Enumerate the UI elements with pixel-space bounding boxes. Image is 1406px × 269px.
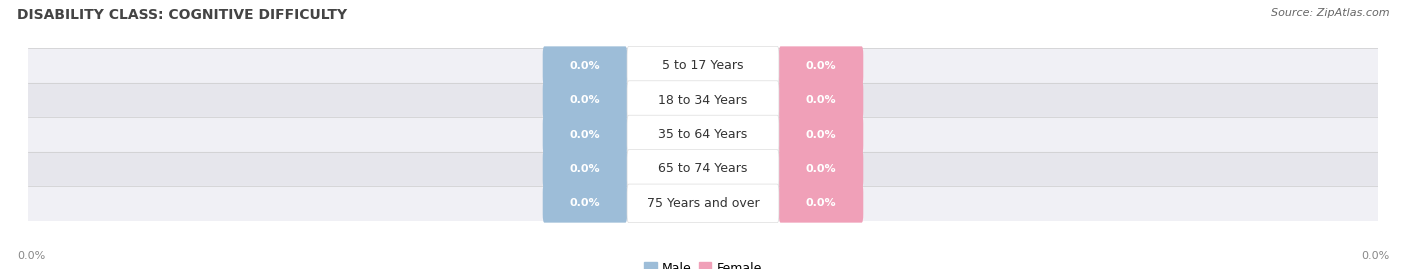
Text: 0.0%: 0.0%: [569, 61, 600, 71]
Bar: [28, 48, 1378, 83]
Text: 0.0%: 0.0%: [569, 129, 600, 140]
FancyBboxPatch shape: [627, 81, 779, 119]
Text: DISABILITY CLASS: COGNITIVE DIFFICULTY: DISABILITY CLASS: COGNITIVE DIFFICULTY: [17, 8, 347, 22]
FancyBboxPatch shape: [779, 184, 863, 223]
FancyBboxPatch shape: [779, 46, 863, 85]
FancyBboxPatch shape: [779, 115, 863, 154]
Text: 0.0%: 0.0%: [1361, 251, 1389, 261]
Bar: [28, 186, 1378, 221]
FancyBboxPatch shape: [543, 115, 627, 154]
Text: 0.0%: 0.0%: [806, 95, 837, 105]
Text: 35 to 64 Years: 35 to 64 Years: [658, 128, 748, 141]
Text: 0.0%: 0.0%: [569, 198, 600, 208]
Text: 0.0%: 0.0%: [17, 251, 45, 261]
Text: 75 Years and over: 75 Years and over: [647, 197, 759, 210]
Text: Source: ZipAtlas.com: Source: ZipAtlas.com: [1271, 8, 1389, 18]
FancyBboxPatch shape: [779, 150, 863, 188]
Bar: [28, 83, 1378, 117]
FancyBboxPatch shape: [627, 150, 779, 188]
FancyBboxPatch shape: [543, 46, 627, 85]
Text: 0.0%: 0.0%: [569, 95, 600, 105]
FancyBboxPatch shape: [543, 81, 627, 119]
Bar: [28, 152, 1378, 186]
FancyBboxPatch shape: [543, 184, 627, 223]
FancyBboxPatch shape: [627, 46, 779, 85]
Text: 65 to 74 Years: 65 to 74 Years: [658, 162, 748, 175]
Legend: Male, Female: Male, Female: [644, 261, 762, 269]
FancyBboxPatch shape: [543, 150, 627, 188]
Text: 0.0%: 0.0%: [806, 61, 837, 71]
Text: 5 to 17 Years: 5 to 17 Years: [662, 59, 744, 72]
FancyBboxPatch shape: [627, 115, 779, 154]
FancyBboxPatch shape: [779, 81, 863, 119]
Text: 0.0%: 0.0%: [569, 164, 600, 174]
Text: 18 to 34 Years: 18 to 34 Years: [658, 94, 748, 107]
Bar: [28, 117, 1378, 152]
Text: 0.0%: 0.0%: [806, 164, 837, 174]
FancyBboxPatch shape: [627, 184, 779, 223]
Text: 0.0%: 0.0%: [806, 198, 837, 208]
Text: 0.0%: 0.0%: [806, 129, 837, 140]
